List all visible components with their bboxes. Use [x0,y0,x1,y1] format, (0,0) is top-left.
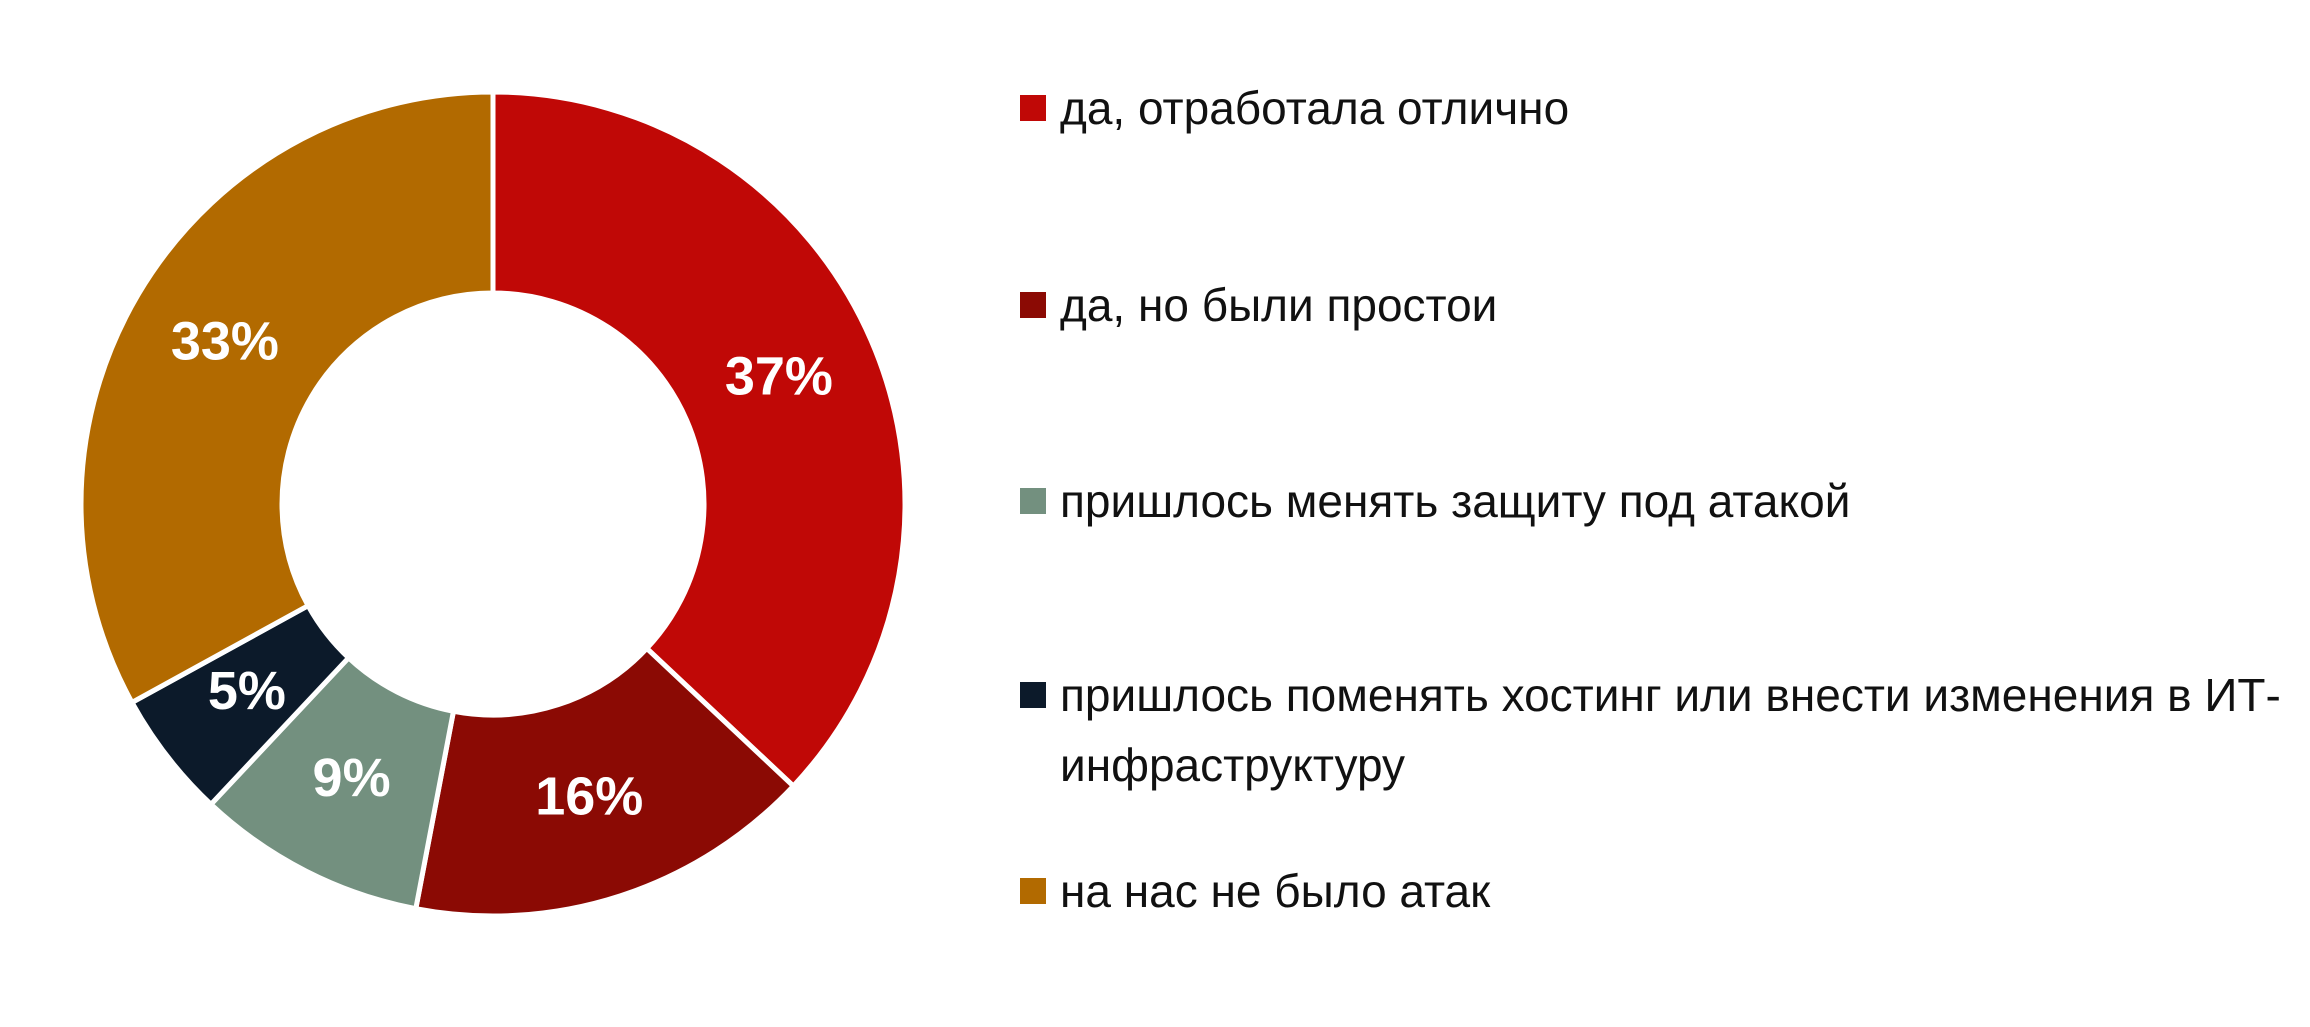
legend-item: да, отработала отлично [1020,73,2290,143]
legend-swatch [1020,95,1046,121]
legend-label: пришлось поменять хостинг или внести изм… [1060,669,2281,791]
legend-swatch [1020,292,1046,318]
legend-item: пришлось менять защиту под атакой [1020,466,2290,536]
value-label: 16% [535,767,643,827]
value-label: 37% [725,347,833,407]
legend-swatch [1020,488,1046,514]
legend-label: да, но были простои [1060,279,1498,331]
legend-swatch [1020,682,1046,708]
value-label: 5% [208,661,286,721]
legend-item: на нас не было атак [1020,856,2290,926]
donut: 37% 16% 9% 5% 33% [78,89,908,919]
value-label: 9% [313,748,391,808]
legend-label: на нас не было атак [1060,865,1491,917]
legend-item: да, но были простои [1020,270,2290,340]
donut-slice [412,644,797,919]
legend-swatch [1020,878,1046,904]
legend-item: пришлось поменять хостинг или внести изм… [1020,660,2290,800]
value-label: 33% [171,312,279,372]
donut-slice [490,89,908,790]
legend-label: пришлось менять защиту под атакой [1060,475,1851,527]
donut-slice [78,89,496,706]
legend-label: да, отработала отлично [1060,82,1570,134]
